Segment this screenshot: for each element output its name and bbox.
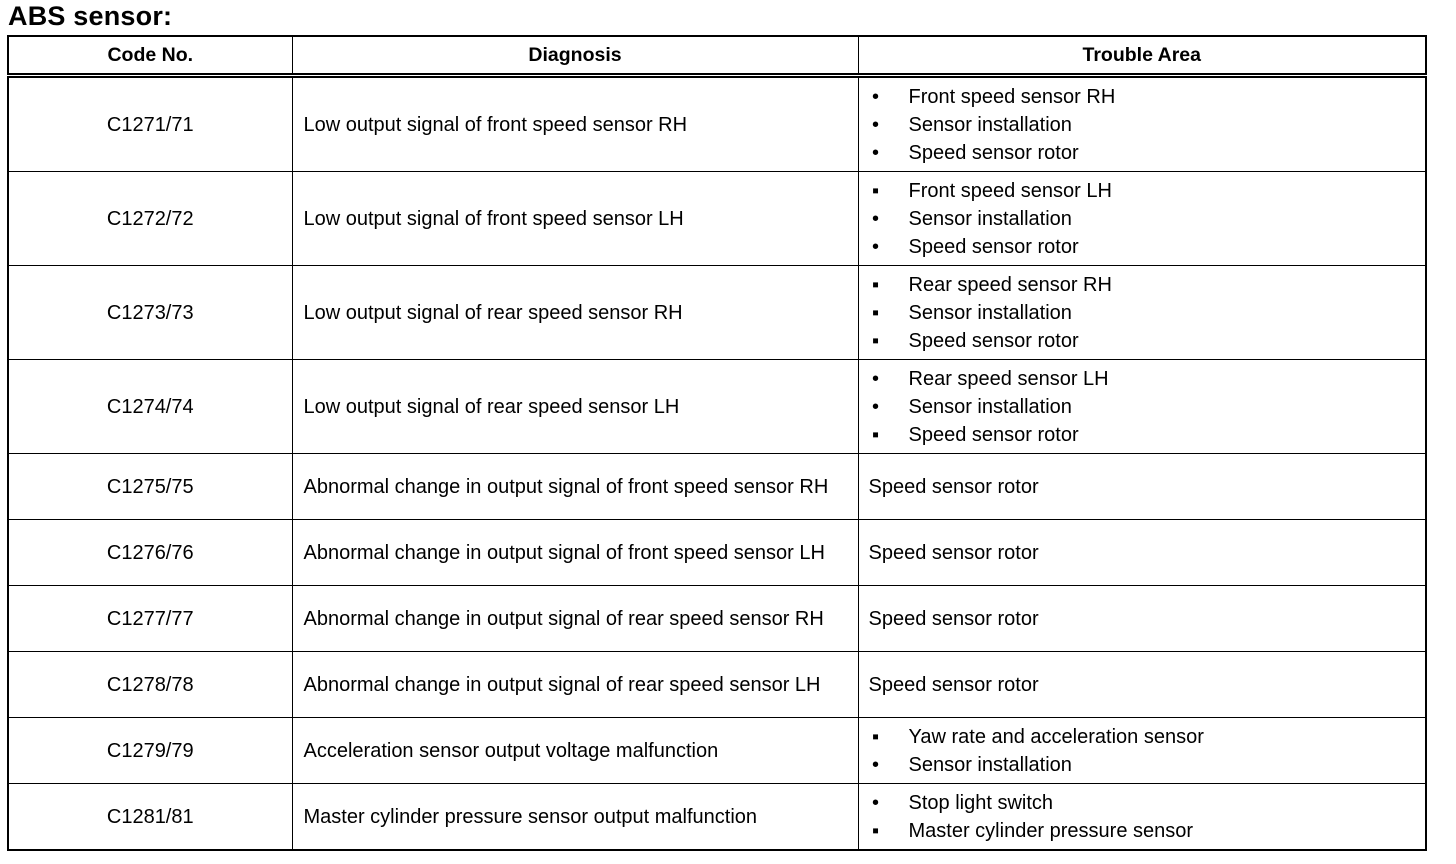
diagnosis-cell: Low output signal of rear speed sensor R… [291, 265, 859, 360]
bullet-icon: ▪ [871, 301, 880, 324]
table-row: C1276/76 Abnormal change in output signa… [7, 519, 1427, 586]
diagnosis-cell: Low output signal of front speed sensor … [291, 171, 859, 266]
trouble-area-list: • Rear speed sensor LH • Sensor installati… [869, 365, 1420, 449]
code-cell: C1279/79 [7, 717, 293, 784]
list-item: • Sensor installation [869, 751, 1420, 779]
code-cell: C1273/73 [7, 265, 293, 360]
trouble-area-cell: • Front speed sensor RH • Sensor installat… [857, 75, 1427, 172]
bullet-icon: • [871, 207, 879, 230]
table-row: C1272/72 Low output signal of front spee… [7, 171, 1427, 266]
trouble-area-list: ▪ Front speed sensor LH • Sensor installat… [869, 177, 1420, 261]
diagnosis-cell: Abnormal change in output signal of rear… [291, 585, 859, 652]
table-row: C1274/74 Low output signal of rear speed… [7, 359, 1427, 454]
table-row: C1279/79 Acceleration sensor output volt… [7, 717, 1427, 784]
trouble-area-cell: • Rear speed sensor LH • Sensor installati… [857, 359, 1427, 454]
diagnosis-cell: Acceleration sensor output voltage malfu… [291, 717, 859, 784]
diagnosis-cell: Low output signal of rear speed sensor L… [291, 359, 859, 454]
list-item: • Sensor installation [869, 205, 1420, 233]
trouble-area-list: • Front speed sensor RH • Sensor installat… [869, 83, 1420, 167]
column-header-diagnosis: Diagnosis [291, 35, 859, 78]
bullet-icon: ▪ [871, 423, 880, 446]
list-item: • Rear speed sensor LH [869, 365, 1420, 393]
diagnosis-cell: Abnormal change in output signal of rear… [291, 651, 859, 718]
list-item: ▪ Sensor installation [869, 299, 1420, 327]
trouble-area-cell: Speed sensor rotor [857, 519, 1427, 586]
bullet-icon: • [871, 753, 879, 776]
table-row: C1273/73 Low output signal of rear speed… [7, 265, 1427, 360]
bullet-icon: ▪ [871, 273, 880, 296]
code-cell: C1281/81 [7, 783, 293, 851]
column-header-trouble-area: Trouble Area [857, 35, 1427, 78]
trouble-area-cell: Speed sensor rotor [857, 651, 1427, 718]
column-header-code: Code No. [7, 35, 293, 78]
bullet-icon: • [871, 367, 879, 390]
trouble-area-cell: ▪ Front speed sensor LH • Sensor installat… [857, 171, 1427, 266]
list-item: • Front speed sensor RH [869, 83, 1420, 111]
bullet-icon: • [871, 85, 879, 108]
table-row: C1271/71 Low output signal of front spee… [7, 75, 1427, 172]
code-cell: C1276/76 [7, 519, 293, 586]
trouble-area-list: • Stop light switch ▪ Master cylinder pres… [869, 789, 1420, 845]
bullet-icon: • [871, 141, 879, 164]
code-cell: C1277/77 [7, 585, 293, 652]
list-item: ▪ Yaw rate and acceleration sensor [869, 723, 1420, 751]
trouble-area-cell: ▪ Rear speed sensor RH ▪ Sensor installati… [857, 265, 1427, 360]
list-item: ▪ Speed sensor rotor [869, 421, 1420, 449]
bullet-icon: ▪ [871, 179, 880, 202]
trouble-area-list: ▪ Yaw rate and acceleration sensor • Senso… [869, 723, 1420, 779]
page-title: ABS sensor: [8, 1, 173, 31]
table-body: C1271/71 Low output signal of front spee… [7, 75, 1427, 851]
list-item: ▪ Rear speed sensor RH [869, 271, 1420, 299]
diagnosis-cell: Abnormal change in output signal of fron… [291, 519, 859, 586]
list-item: • Speed sensor rotor [869, 233, 1420, 261]
bullet-icon: ▪ [871, 329, 880, 352]
bullet-icon: • [871, 395, 879, 418]
code-cell: C1274/74 [7, 359, 293, 454]
list-item: • Stop light switch [869, 789, 1420, 817]
list-item: ▪ Front speed sensor LH [869, 177, 1420, 205]
code-cell: C1278/78 [7, 651, 293, 718]
trouble-area-cell: Speed sensor rotor [857, 453, 1427, 520]
code-cell: C1275/75 [7, 453, 293, 520]
table-row: C1277/77 Abnormal change in output signa… [7, 585, 1427, 652]
code-cell: C1271/71 [7, 75, 293, 172]
diagnosis-cell: Abnormal change in output signal of fron… [291, 453, 859, 520]
table-header-row: Code No. Diagnosis Trouble Area [7, 35, 1427, 78]
bullet-icon: ▪ [871, 819, 880, 842]
trouble-area-cell: • Stop light switch ▪ Master cylinder pres… [857, 783, 1427, 851]
table-row: C1281/81 Master cylinder pressure sensor… [7, 783, 1427, 851]
bullet-icon: • [871, 791, 879, 814]
diagnostic-code-table: Code No. Diagnosis Trouble Area C1271/71… [7, 35, 1427, 851]
trouble-area-list: ▪ Rear speed sensor RH ▪ Sensor installati… [869, 271, 1420, 355]
list-item: • Sensor installation [869, 393, 1420, 421]
list-item: ▪ Speed sensor rotor [869, 327, 1420, 355]
diagnosis-cell: Master cylinder pressure sensor output m… [291, 783, 859, 851]
bullet-icon: • [871, 235, 879, 258]
trouble-area-cell: ▪ Yaw rate and acceleration sensor • Senso… [857, 717, 1427, 784]
diagnosis-cell: Low output signal of front speed sensor … [291, 75, 859, 172]
code-cell: C1272/72 [7, 171, 293, 266]
table-row: C1278/78 Abnormal change in output signa… [7, 651, 1427, 718]
table-row: C1275/75 Abnormal change in output signa… [7, 453, 1427, 520]
list-item: • Sensor installation [869, 111, 1420, 139]
list-item: • Speed sensor rotor [869, 139, 1420, 167]
trouble-area-cell: Speed sensor rotor [857, 585, 1427, 652]
list-item: ▪ Master cylinder pressure sensor [869, 817, 1420, 845]
bullet-icon: • [871, 113, 879, 136]
bullet-icon: ▪ [871, 725, 880, 748]
